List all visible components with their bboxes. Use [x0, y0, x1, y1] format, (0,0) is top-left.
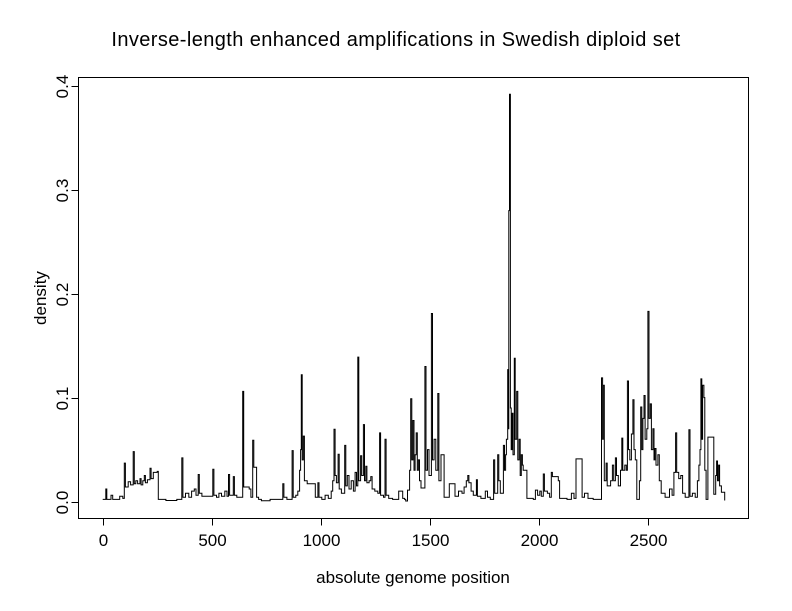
x-tick-label: 1000: [303, 531, 341, 550]
chart-title: Inverse-length enhanced amplifications i…: [111, 29, 681, 51]
y-tick-label: 0.0: [53, 491, 72, 515]
x-axis-label: absolute genome position: [316, 568, 510, 587]
x-tick-label: 2000: [521, 531, 559, 550]
y-axis-label: density: [31, 271, 50, 325]
y-tick-label: 0.1: [53, 387, 72, 411]
x-tick-label: 1500: [412, 531, 450, 550]
density-step-line: [102, 93, 726, 502]
x-tick-label: 2500: [630, 531, 668, 550]
x-tick-label: 0: [99, 531, 108, 550]
y-tick-label: 0.4: [53, 75, 72, 99]
x-tick-label: 500: [198, 531, 226, 550]
y-tick-label: 0.2: [53, 283, 72, 307]
y-tick-label: 0.3: [53, 179, 72, 203]
plot-frame: [78, 77, 749, 519]
